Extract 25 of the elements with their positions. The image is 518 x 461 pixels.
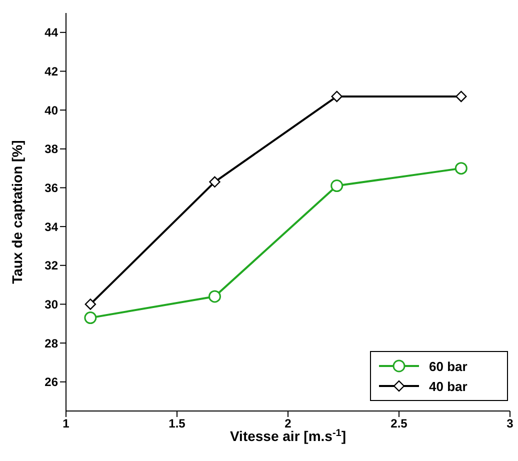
y-tick-label: 28 [44, 336, 58, 350]
legend-label: 40 bar [429, 378, 468, 394]
y-tick-label: 40 [44, 103, 58, 118]
y-tick-label: 26 [44, 375, 58, 390]
y-tick-label: 42 [44, 64, 58, 79]
point [454, 162, 468, 175]
x-tick-label: 3 [506, 416, 514, 431]
point [84, 312, 97, 324]
point [208, 290, 221, 303]
point [330, 180, 344, 192]
x-tick-label: 1.5 [168, 416, 186, 431]
y-tick-label: 36 [44, 180, 58, 195]
legend-label: 60 bar [429, 358, 468, 374]
y-tick-label: 44 [44, 26, 58, 40]
point [331, 90, 342, 102]
y-tick-label: 32 [44, 258, 58, 273]
y-tick-label: 34 [44, 220, 58, 234]
point [84, 298, 96, 310]
x-tick-label: 2.5 [390, 416, 408, 431]
point [456, 90, 467, 102]
y-tick-label: 30 [44, 297, 58, 312]
y-axis-title: Taux de captation [%] [9, 140, 25, 284]
point [209, 176, 220, 188]
y-tick-label: 38 [44, 142, 58, 156]
x-tick-label: 1 [62, 416, 70, 431]
